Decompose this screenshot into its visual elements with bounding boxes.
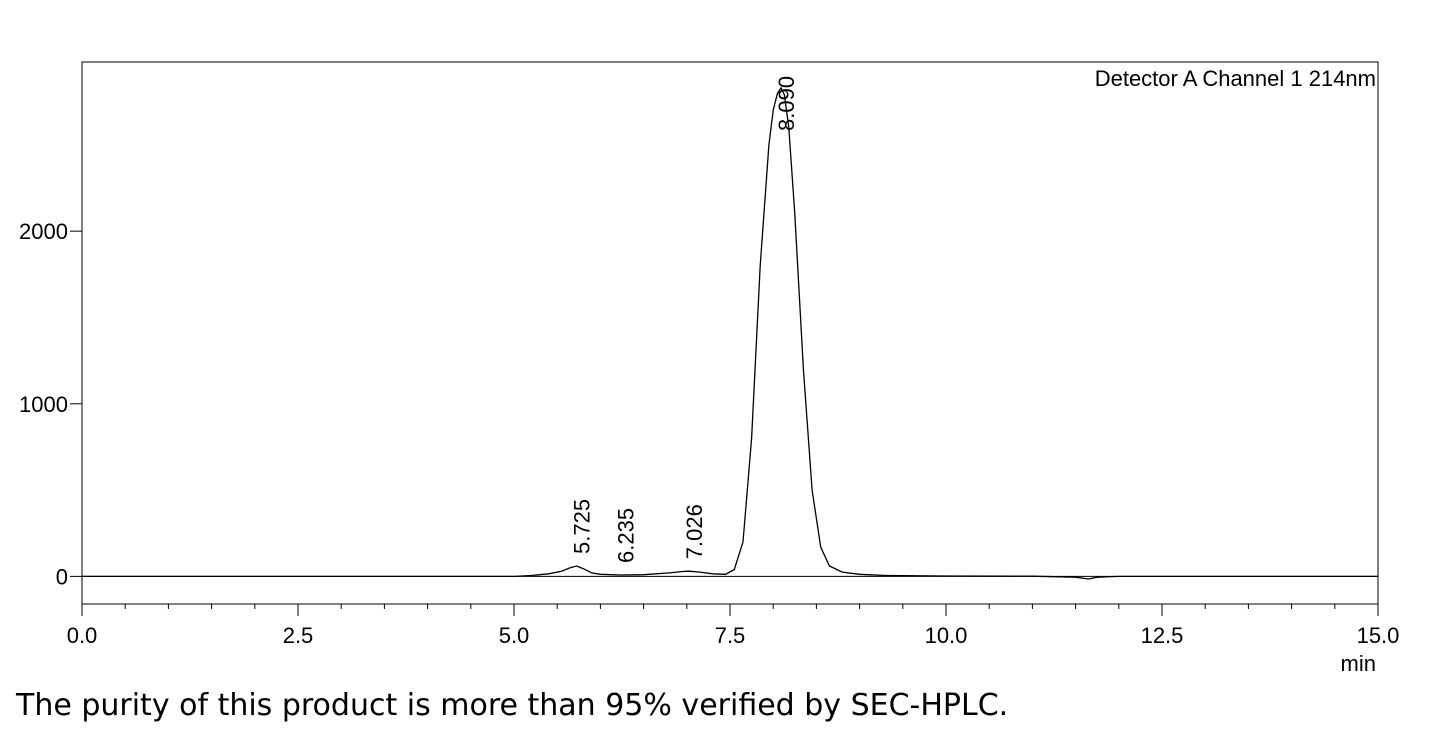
channel-label: Detector A Channel 1 214nm bbox=[1095, 66, 1376, 91]
x-tick-label: 0.0 bbox=[67, 623, 98, 648]
plot-frame bbox=[81, 61, 1379, 605]
peak-label: 7.026 bbox=[682, 504, 707, 559]
purity-caption: The purity of this product is more than … bbox=[16, 688, 1009, 723]
x-tick-label: 5.0 bbox=[499, 623, 530, 648]
x-tick-label: 15.0 bbox=[1357, 623, 1400, 648]
peak-label: 6.235 bbox=[614, 508, 639, 563]
peak-labels: 5.725 6.235 7.026 8.090 bbox=[570, 76, 799, 563]
y-axis: 0 1000 2000 bbox=[19, 219, 82, 589]
chromatogram-chart: 0 1000 2000 0.0 2.5 5.0 7.5 10.0 12.5 15.0 5.725… bbox=[19, 61, 1400, 676]
chromatogram-trace bbox=[82, 86, 1378, 580]
y-tick-label: 2000 bbox=[19, 219, 68, 244]
x-axis: 0.0 2.5 5.0 7.5 10.0 12.5 15.0 bbox=[67, 604, 1400, 648]
y-tick-label: 1000 bbox=[19, 392, 68, 417]
x-tick-label: 10.0 bbox=[925, 623, 968, 648]
x-axis-unit-label: min bbox=[1341, 651, 1376, 676]
x-tick-label: 12.5 bbox=[1141, 623, 1184, 648]
x-tick-label: 7.5 bbox=[715, 623, 746, 648]
peak-label: 5.725 bbox=[570, 499, 595, 554]
x-tick-label: 2.5 bbox=[283, 623, 314, 648]
peak-label: 8.090 bbox=[774, 76, 799, 131]
y-tick-label: 0 bbox=[56, 564, 68, 589]
